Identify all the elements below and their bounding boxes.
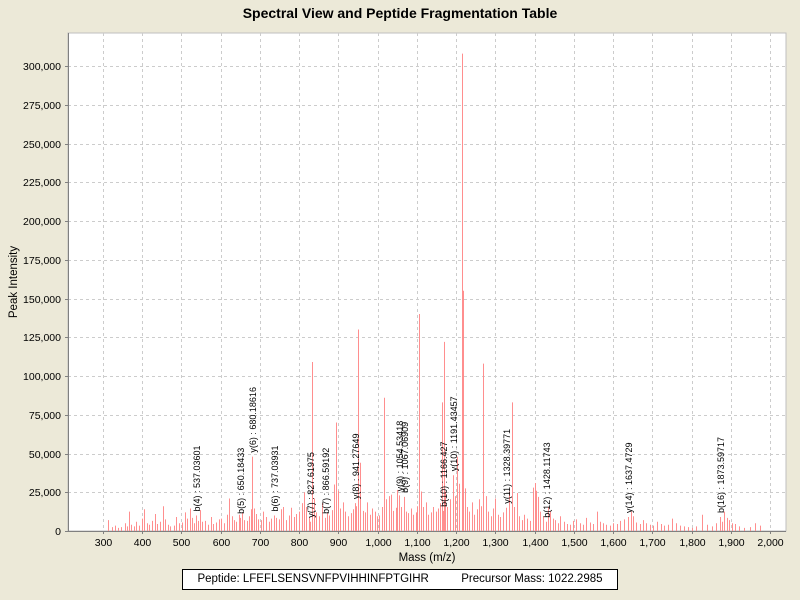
y-tick-label: 50,000: [29, 449, 61, 461]
x-tick-label: 800: [291, 537, 309, 549]
peak-label: y(10) : 1191.43457: [449, 396, 459, 471]
x-tick-label: 1,100: [404, 537, 430, 549]
peptide-label: Peptide:: [197, 573, 240, 585]
axes: [65, 33, 786, 534]
y-tick-label: 200,000: [23, 216, 61, 228]
peak-label: b(10) : 1166.427: [439, 441, 449, 506]
peak-label: y(8) : 941.27649: [351, 434, 361, 500]
y-tick-label: 250,000: [23, 139, 61, 151]
x-tick-label: 500: [173, 537, 191, 549]
peak-label: b(5) : 650.18433: [236, 448, 246, 514]
page-title: Spectral View and Peptide Fragmentation …: [242, 5, 558, 21]
peak-label: b(6) : 737.03931: [270, 445, 280, 511]
y-tick-label: 275,000: [23, 100, 61, 112]
x-axis-title: Mass (m/z): [399, 552, 456, 564]
peak-label: b(4) : 537.03601: [192, 445, 202, 511]
x-tick-label: 700: [252, 537, 270, 549]
y-tick-label: 25,000: [29, 487, 61, 499]
x-tick-label: 600: [213, 537, 231, 549]
peak-label: b(7) : 866.59192: [321, 448, 331, 514]
y-tick-label: 150,000: [23, 294, 61, 306]
y-tick-label: 125,000: [23, 332, 61, 344]
y-tick-label: 0: [55, 526, 61, 538]
y-axis-title: Peak Intensity: [8, 246, 20, 318]
peak-label: b(12) : 1428.11743: [542, 442, 552, 517]
peak-label: b(16) : 1873.59717: [716, 437, 726, 513]
x-tick-label: 400: [134, 537, 152, 549]
y-tick-label: 300,000: [23, 61, 61, 73]
precursor-mass: 1022.2985: [548, 573, 603, 585]
peak-label: y(6) : 680.18616: [248, 387, 258, 453]
x-tick-label: 1,200: [443, 537, 469, 549]
x-tick-label: 1,400: [522, 537, 548, 549]
peak-label: y(14) : 1637.4729: [624, 442, 634, 513]
x-tick-label: 1,000: [365, 537, 391, 549]
x-tick-label: 900: [330, 537, 348, 549]
footer: Peptide: LFEFLSENSVNFPVIHHINFPTGIHR Prec…: [0, 569, 800, 590]
x-tick-label: 1,700: [639, 537, 665, 549]
peak-label: y(11) : 1328.39771: [502, 429, 512, 504]
gridlines: [68, 33, 786, 531]
y-tick-label: 225,000: [23, 177, 61, 189]
plot-area: [67, 32, 787, 532]
peptide-info-box: Peptide: LFEFLSENSVNFPVIHHINFPTGIHR Prec…: [182, 569, 618, 590]
x-tick-label: 1,600: [600, 537, 626, 549]
y-tick-label: 100,000: [23, 371, 61, 383]
peak-label: b(9) : 1067.06909: [400, 422, 410, 493]
peak-label: y(9) : 1054.53418: [395, 421, 405, 492]
precursor-label: Precursor Mass:: [461, 573, 545, 585]
x-tick-label: 300: [95, 537, 113, 549]
x-tick-label: 1,800: [679, 537, 705, 549]
y-tick-label: 175,000: [23, 255, 61, 267]
x-tick-label: 2,000: [757, 537, 783, 549]
peptide-sequence: LFEFLSENSVNFPVIHHINFPTGIHR: [242, 573, 429, 585]
y-tick-label: 75,000: [29, 410, 61, 422]
spectrum-peaks: [108, 53, 761, 531]
x-tick-label: 1,300: [482, 537, 508, 549]
x-tick-label: 1,500: [561, 537, 587, 549]
peak-label: y(7) : 827.61975: [306, 452, 316, 518]
x-tick-label: 1,900: [718, 537, 744, 549]
